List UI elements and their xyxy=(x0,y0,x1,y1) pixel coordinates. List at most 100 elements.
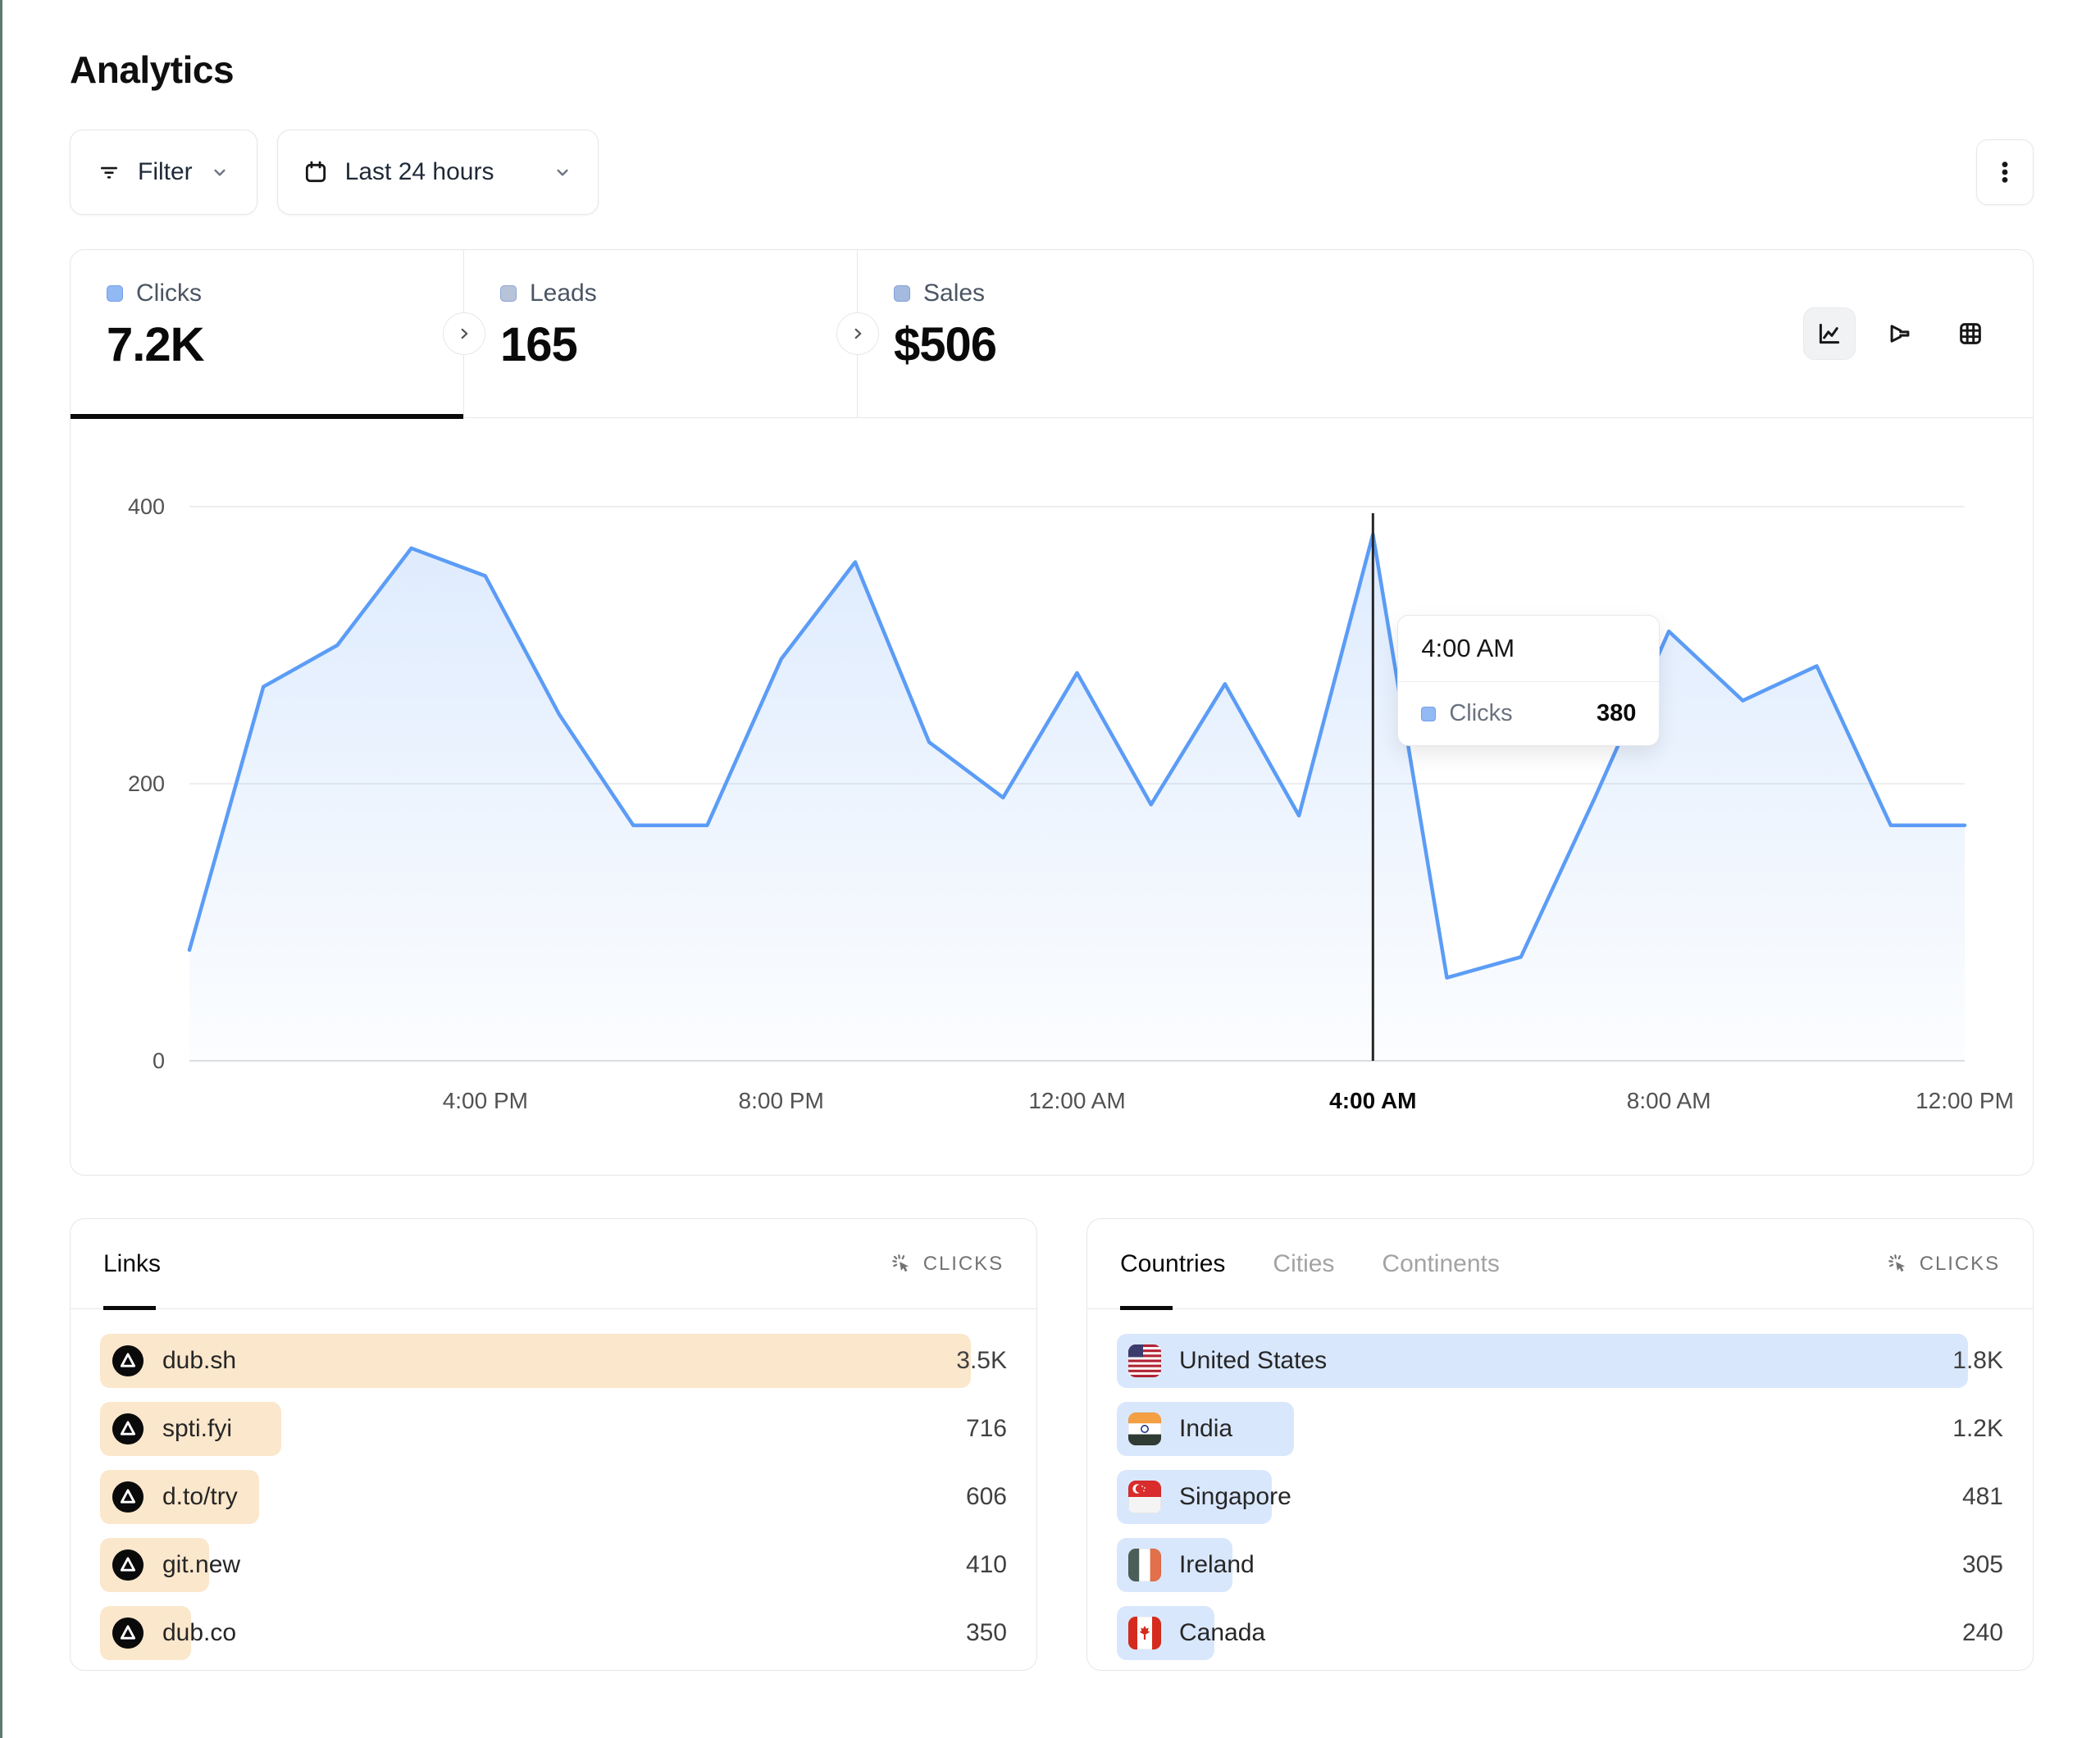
link-row-spti.fyi[interactable]: spti.fyi 716 xyxy=(100,1402,1007,1456)
filter-label: Filter xyxy=(138,158,193,185)
date-range-button[interactable]: Last 24 hours xyxy=(276,130,599,215)
table-view-button[interactable] xyxy=(1944,307,1997,360)
row-label: dub.sh xyxy=(162,1347,237,1374)
countries-metric-label: CLICKS xyxy=(1919,1252,2000,1275)
filter-icon xyxy=(97,160,121,184)
link-row-dub.co[interactable]: dub.co 350 xyxy=(100,1606,1007,1660)
expand-clicks-leads-button[interactable] xyxy=(443,312,485,355)
row-value: 716 xyxy=(965,1415,1007,1442)
line-chart-view-button[interactable] xyxy=(1803,307,1856,360)
expand-leads-sales-button[interactable] xyxy=(836,312,879,355)
y-axis-tick: 400 xyxy=(128,494,165,519)
row-label: Ireland xyxy=(1179,1551,1255,1578)
x-axis-tick: 12:00 AM xyxy=(1028,1088,1125,1113)
funnel-chart-view-button[interactable] xyxy=(1874,307,1926,360)
x-axis-tick: 8:00 PM xyxy=(739,1088,824,1113)
metric-tabs: Clicks 7.2K Leads 165 Sales xyxy=(71,250,2033,419)
clicks-timeseries-chart[interactable]: 0 200 400 4:00 PM 8:00 PM 12:00 AM 4:00 AM 8:00… xyxy=(71,418,2033,1175)
page-title: Analytics xyxy=(70,48,235,91)
x-axis-tick: 8:00 AM xyxy=(1627,1088,1711,1113)
row-label: Canada xyxy=(1179,1619,1266,1646)
country-row-Singapore[interactable]: Singapore 481 xyxy=(1117,1470,2003,1524)
dub-logo-icon xyxy=(112,1549,144,1581)
row-label: India xyxy=(1179,1415,1233,1442)
leads-value: 165 xyxy=(500,318,578,371)
area-fill xyxy=(189,534,1965,1061)
usage-bar xyxy=(100,1334,971,1388)
row-label: dub.co xyxy=(162,1619,237,1646)
link-row-git.new[interactable]: git.new 410 xyxy=(100,1538,1007,1592)
row-label: d.to/try xyxy=(162,1483,238,1510)
countries-metric-switch[interactable]: CLICKS xyxy=(1887,1253,2000,1276)
ie-flag-icon xyxy=(1128,1549,1161,1581)
links-metric-label: CLICKS xyxy=(922,1252,1004,1275)
link-row-d.to/try[interactable]: d.to/try 606 xyxy=(100,1470,1007,1524)
row-label: United States xyxy=(1179,1347,1328,1374)
countries-panel: Countries Cities Continents xyxy=(1086,1218,2034,1671)
ca-flag-icon xyxy=(1128,1617,1161,1649)
calendar-icon xyxy=(303,159,329,185)
row-value: 350 xyxy=(965,1619,1007,1646)
country-row-India[interactable]: India 1.2K xyxy=(1117,1402,2003,1456)
link-row-dub.sh[interactable]: dub.sh 3.5K xyxy=(100,1334,1007,1388)
cursor-click-icon xyxy=(1887,1253,1910,1276)
links-panel: Links CLICKS dub.sh 3.5K spti. xyxy=(70,1218,1037,1671)
row-value: 1.8K xyxy=(1952,1347,2003,1374)
x-axis-tick: 12:00 PM xyxy=(1916,1088,2014,1113)
row-value: 481 xyxy=(1961,1483,2003,1510)
clicks-series-marker xyxy=(1421,706,1437,721)
x-axis-tick: 4:00 PM xyxy=(443,1088,528,1113)
sales-series-marker xyxy=(894,285,910,302)
dub-logo-icon xyxy=(112,1617,144,1649)
country-row-Canada[interactable]: Canada 240 xyxy=(1117,1606,2003,1660)
chart-tooltip: 4:00 AM Clicks 380 xyxy=(1397,615,1660,746)
window-accent-edge xyxy=(0,0,2,1738)
tab-clicks[interactable]: Clicks 7.2K xyxy=(71,250,464,419)
more-options-button[interactable] xyxy=(1976,139,2034,205)
tab-label: Continents xyxy=(1382,1249,1500,1277)
links-metric-switch[interactable]: CLICKS xyxy=(891,1253,1004,1276)
clicks-line xyxy=(187,532,1967,980)
clicks-series-marker xyxy=(107,285,123,302)
analytics-chart-card: Clicks 7.2K Leads 165 Sales xyxy=(70,249,2034,1176)
tooltip-time: 4:00 AM xyxy=(1398,616,1660,682)
tooltip-metric-label: Clicks xyxy=(1449,700,1513,726)
y-axis-tick: 200 xyxy=(128,771,165,796)
tab-links[interactable]: Links xyxy=(103,1219,161,1310)
row-label: git.new xyxy=(162,1551,241,1578)
dub-logo-icon xyxy=(112,1481,144,1513)
toolbar: Filter Last 24 hours xyxy=(70,130,2034,215)
clicks-value: 7.2K xyxy=(107,318,205,371)
row-value: 240 xyxy=(1961,1619,2003,1646)
row-value: 305 xyxy=(1961,1551,2003,1578)
row-value: 606 xyxy=(965,1483,1007,1510)
row-value: 3.5K xyxy=(956,1347,1007,1374)
leads-series-marker xyxy=(500,285,517,302)
country-row-United States[interactable]: United States 1.8K xyxy=(1117,1334,2003,1388)
tab-sales[interactable]: Sales $506 xyxy=(858,250,1251,417)
dub-logo-icon xyxy=(112,1413,144,1445)
tooltip-metric-value: 380 xyxy=(1596,700,1637,726)
tab-continents[interactable]: Continents xyxy=(1382,1219,1499,1308)
row-label: Singapore xyxy=(1179,1483,1291,1510)
country-row-Ireland[interactable]: Ireland 305 xyxy=(1117,1538,2003,1592)
stat-label: Clicks xyxy=(136,280,202,307)
tab-label: Countries xyxy=(1120,1249,1226,1277)
filter-button[interactable]: Filter xyxy=(70,130,257,215)
us-flag-icon xyxy=(1128,1344,1161,1377)
y-axis-tick: 0 xyxy=(153,1049,165,1073)
chart-svg: 0 200 400 4:00 PM 8:00 PM 12:00 AM 4:00 AM 8:00… xyxy=(128,494,2014,1113)
chevron-down-icon xyxy=(209,162,230,183)
tab-cities[interactable]: Cities xyxy=(1273,1219,1334,1308)
chart-type-switcher xyxy=(1803,250,2033,417)
cursor-click-icon xyxy=(891,1253,913,1276)
chevron-down-icon xyxy=(552,162,573,183)
row-value: 1.2K xyxy=(1952,1415,2003,1442)
row-label: spti.fyi xyxy=(162,1415,233,1442)
row-value: 410 xyxy=(965,1551,1007,1578)
sg-flag-icon xyxy=(1128,1481,1161,1513)
in-flag-icon xyxy=(1128,1413,1161,1445)
tab-leads[interactable]: Leads 165 xyxy=(464,250,858,417)
tab-countries[interactable]: Countries xyxy=(1120,1219,1226,1310)
links-list: dub.sh 3.5K spti.fyi 716 d.to/try 606 git.n… xyxy=(71,1309,1036,1660)
